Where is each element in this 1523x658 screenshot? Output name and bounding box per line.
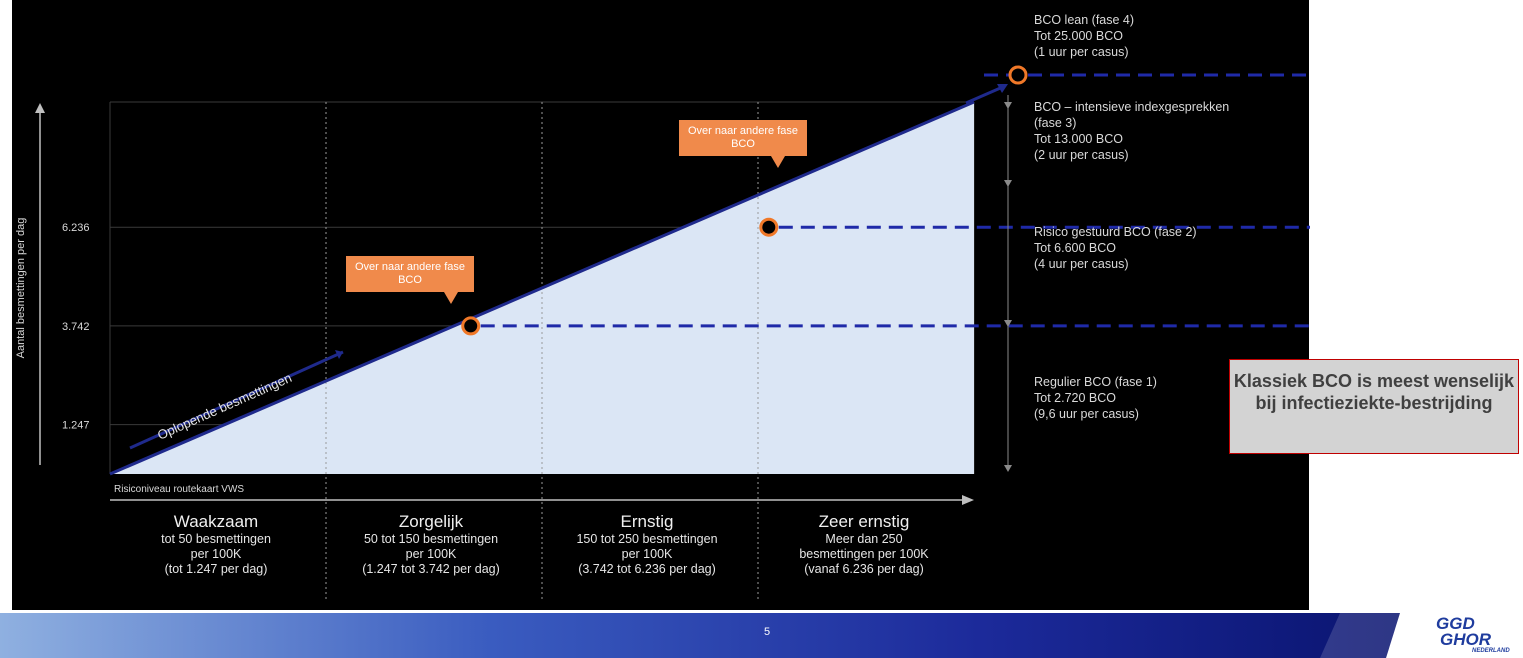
band-zorgelijk: Zorgelijk 50 tot 150 besmettingen per 10… [322, 512, 540, 592]
fase-bracket-tick [1004, 180, 1012, 187]
transition-marker [759, 217, 779, 237]
band-title: Ernstig [620, 512, 674, 531]
fase-bracket-tick [1004, 102, 1012, 109]
logo-line-2: GHOR [1440, 630, 1491, 649]
band-line: 50 tot 150 besmettingen [363, 532, 499, 546]
bco-phase-chart: Aantal besmettingen per dag 1.247 3.742 6.… [15, 65, 1310, 600]
band-line: Meer dan 250 [825, 532, 903, 546]
fase-3-label: BCO – intensieve indexgesprekken (fase 3… [1034, 100, 1230, 162]
series-line [109, 100, 975, 476]
band-line: (1.247 tot 3.742 per dag) [362, 562, 500, 576]
band-title: Waakzaam [173, 512, 259, 531]
footer-bar [0, 613, 1400, 658]
band-zeer-ernstig: Zeer ernstig Meer dan 250 besmettingen p… [754, 512, 974, 592]
fase-4-label: BCO lean (fase 4) Tot 25.000 BCO (1 uur … [1034, 13, 1135, 59]
band-line: per 100K [190, 547, 242, 561]
band-line: 150 tot 250 besmettingen [576, 532, 718, 546]
ggd-ghor-logo: GGD GHOR NEDERLAND [1428, 614, 1518, 656]
phase-dashed-lines [480, 73, 1310, 328]
x-axis-arrow [962, 495, 974, 505]
source-label: Risiconiveau routekaart VWS [114, 484, 244, 495]
top-arrow [965, 84, 1008, 105]
y-tick-label: 1.247 [62, 420, 90, 432]
band-title: Zeer ernstig [818, 512, 910, 531]
page-number: 5 [764, 626, 771, 638]
transition-callout-1: Over naar andere fase BCO [346, 256, 474, 304]
band-waakzaam: Waakzaam tot 50 besmettingen per 100K (t… [110, 512, 322, 592]
fase-bracket-tick [1004, 465, 1012, 472]
fase-2-label: Risico gestuurd BCO (fase 2) Tot 6.600 B… [1034, 225, 1197, 271]
transition-marker [461, 316, 481, 336]
fase-1-label: Regulier BCO (fase 1) Tot 2.720 BCO (9,6… [1034, 375, 1157, 421]
band-line: (vanaf 6.236 per dag) [804, 562, 924, 576]
band-line: per 100K [405, 547, 457, 561]
band-line: per 100K [621, 547, 673, 561]
band-title: Zorgelijk [398, 512, 464, 531]
band-line: (tot 1.247 per dag) [164, 562, 268, 576]
transition-markers [461, 65, 1028, 336]
logo-line-1: GGD [1436, 614, 1475, 633]
band-line: (3.742 tot 6.236 per dag) [578, 562, 716, 576]
y-axis-arrow [35, 103, 45, 113]
band-line: besmettingen per 100K [799, 547, 929, 561]
band-ernstig: Ernstig 150 tot 250 besmettingen per 100… [540, 512, 754, 592]
logo-line-3: NEDERLAND [1472, 648, 1510, 654]
y-tick-label: 6.236 [62, 222, 90, 234]
band-dividers [325, 102, 759, 600]
y-axis-label: Aantal besmettingen per dag [15, 218, 27, 359]
y-tick-label: 3.742 [62, 321, 90, 333]
band-line: tot 50 besmettingen [161, 532, 271, 546]
y-tick-labels: 1.247 3.742 6.236 [62, 222, 90, 431]
fase-bracket-tick [1004, 320, 1012, 327]
classic-bco-callout: Klassiek BCO is meest wenselijk bij infe… [1229, 359, 1519, 454]
fase-bracket [1004, 95, 1012, 472]
transition-marker [1008, 65, 1028, 85]
transition-callout-2: Over naar andere fase BCO [679, 120, 807, 168]
